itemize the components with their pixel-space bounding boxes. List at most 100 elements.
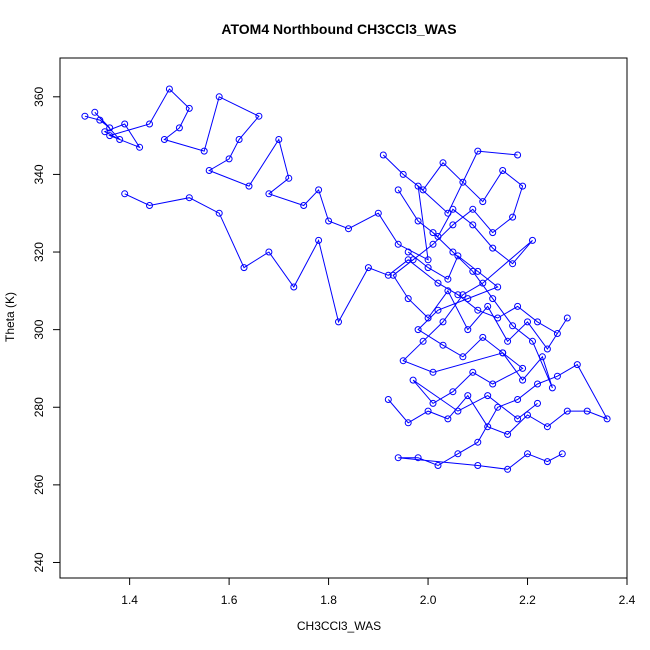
data-point <box>96 116 104 124</box>
data-point <box>444 287 452 295</box>
series-scatter-fill <box>394 186 556 392</box>
data-point <box>444 415 452 423</box>
data-point <box>494 283 502 291</box>
plot-frame <box>59 57 628 579</box>
data-point <box>434 306 442 314</box>
data-point <box>524 318 531 326</box>
data-point <box>543 345 551 353</box>
data-point <box>364 264 372 272</box>
series-mid-branch <box>121 190 561 337</box>
series-core-cluster-b <box>404 248 541 423</box>
y-axis-label: Theta (K) <box>3 292 17 342</box>
data-point <box>514 302 522 310</box>
data-point <box>404 248 412 256</box>
data-point <box>474 462 482 469</box>
data-point <box>81 112 89 120</box>
series-line <box>387 363 609 470</box>
data-point <box>106 124 114 132</box>
data-point <box>175 124 183 132</box>
data-point <box>245 182 253 190</box>
data-point <box>290 283 298 291</box>
data-point <box>449 388 457 396</box>
data-point <box>479 333 487 341</box>
data-point <box>106 132 114 140</box>
data-point <box>449 248 457 256</box>
data-point <box>519 182 527 190</box>
data-point <box>335 318 342 326</box>
data-point <box>404 295 412 303</box>
data-point <box>404 256 412 264</box>
y-tick-label: 320 <box>32 242 46 262</box>
data-point <box>489 229 497 237</box>
data-point <box>553 372 561 380</box>
x-axis-label: CH3CCl3_WAS <box>297 619 381 633</box>
data-point <box>185 104 193 112</box>
data-point <box>494 403 502 411</box>
data-point <box>469 368 477 376</box>
data-point <box>504 465 512 473</box>
data-point <box>464 295 472 303</box>
y-tick-label: 360 <box>32 86 46 106</box>
data-point <box>379 151 387 159</box>
series-line <box>407 251 538 420</box>
data-point <box>429 229 437 237</box>
data-point <box>543 423 551 431</box>
data-point <box>454 291 462 299</box>
data-point <box>414 217 422 225</box>
data-point <box>399 170 407 178</box>
data-point <box>255 112 263 120</box>
data-point <box>489 295 497 303</box>
data-point <box>444 275 452 283</box>
data-point <box>509 322 517 330</box>
data-point <box>146 120 153 128</box>
data-point <box>439 341 447 349</box>
data-point <box>563 407 571 415</box>
data-point <box>459 178 467 186</box>
data-point <box>424 264 432 272</box>
data-point <box>543 458 551 466</box>
data-point <box>265 248 273 256</box>
data-point <box>474 438 482 446</box>
series-line <box>124 193 558 334</box>
data-point <box>553 330 561 337</box>
data-point <box>404 419 412 427</box>
data-point <box>414 326 422 334</box>
data-point <box>265 190 273 198</box>
data-point <box>573 361 581 369</box>
y-axis: 240 260 280 300 320 340 360 <box>32 86 60 572</box>
x-tick-label: 1.4 <box>121 593 138 607</box>
data-point <box>454 252 462 260</box>
data-point <box>534 318 541 326</box>
data-point <box>345 225 352 233</box>
data-point <box>394 186 402 194</box>
x-axis: 1.4 1.6 1.8 2.0 2.2 2.4 <box>121 578 636 607</box>
data-point <box>419 337 427 345</box>
data-point <box>235 136 243 143</box>
data-point <box>519 376 527 384</box>
data-point <box>434 462 442 469</box>
data-point <box>121 120 129 128</box>
data-point <box>459 353 467 361</box>
y-tick-label: 340 <box>32 164 46 184</box>
data-point <box>215 209 223 217</box>
data-point <box>285 174 293 182</box>
data-point <box>384 396 392 403</box>
data-point <box>424 407 432 415</box>
data-point <box>275 136 283 143</box>
data-point <box>315 186 323 194</box>
data-point <box>504 430 512 438</box>
series-line <box>84 88 518 261</box>
data-point <box>315 236 323 244</box>
data-point <box>459 291 467 299</box>
data-point <box>499 349 507 357</box>
data-point <box>474 306 482 314</box>
data-point <box>215 93 223 101</box>
data-point <box>91 108 99 116</box>
data-point <box>116 136 124 143</box>
data-point <box>454 450 462 458</box>
data-point <box>399 357 407 365</box>
data-point <box>300 202 308 209</box>
data-point <box>464 392 472 400</box>
y-tick-label: 300 <box>32 319 46 339</box>
